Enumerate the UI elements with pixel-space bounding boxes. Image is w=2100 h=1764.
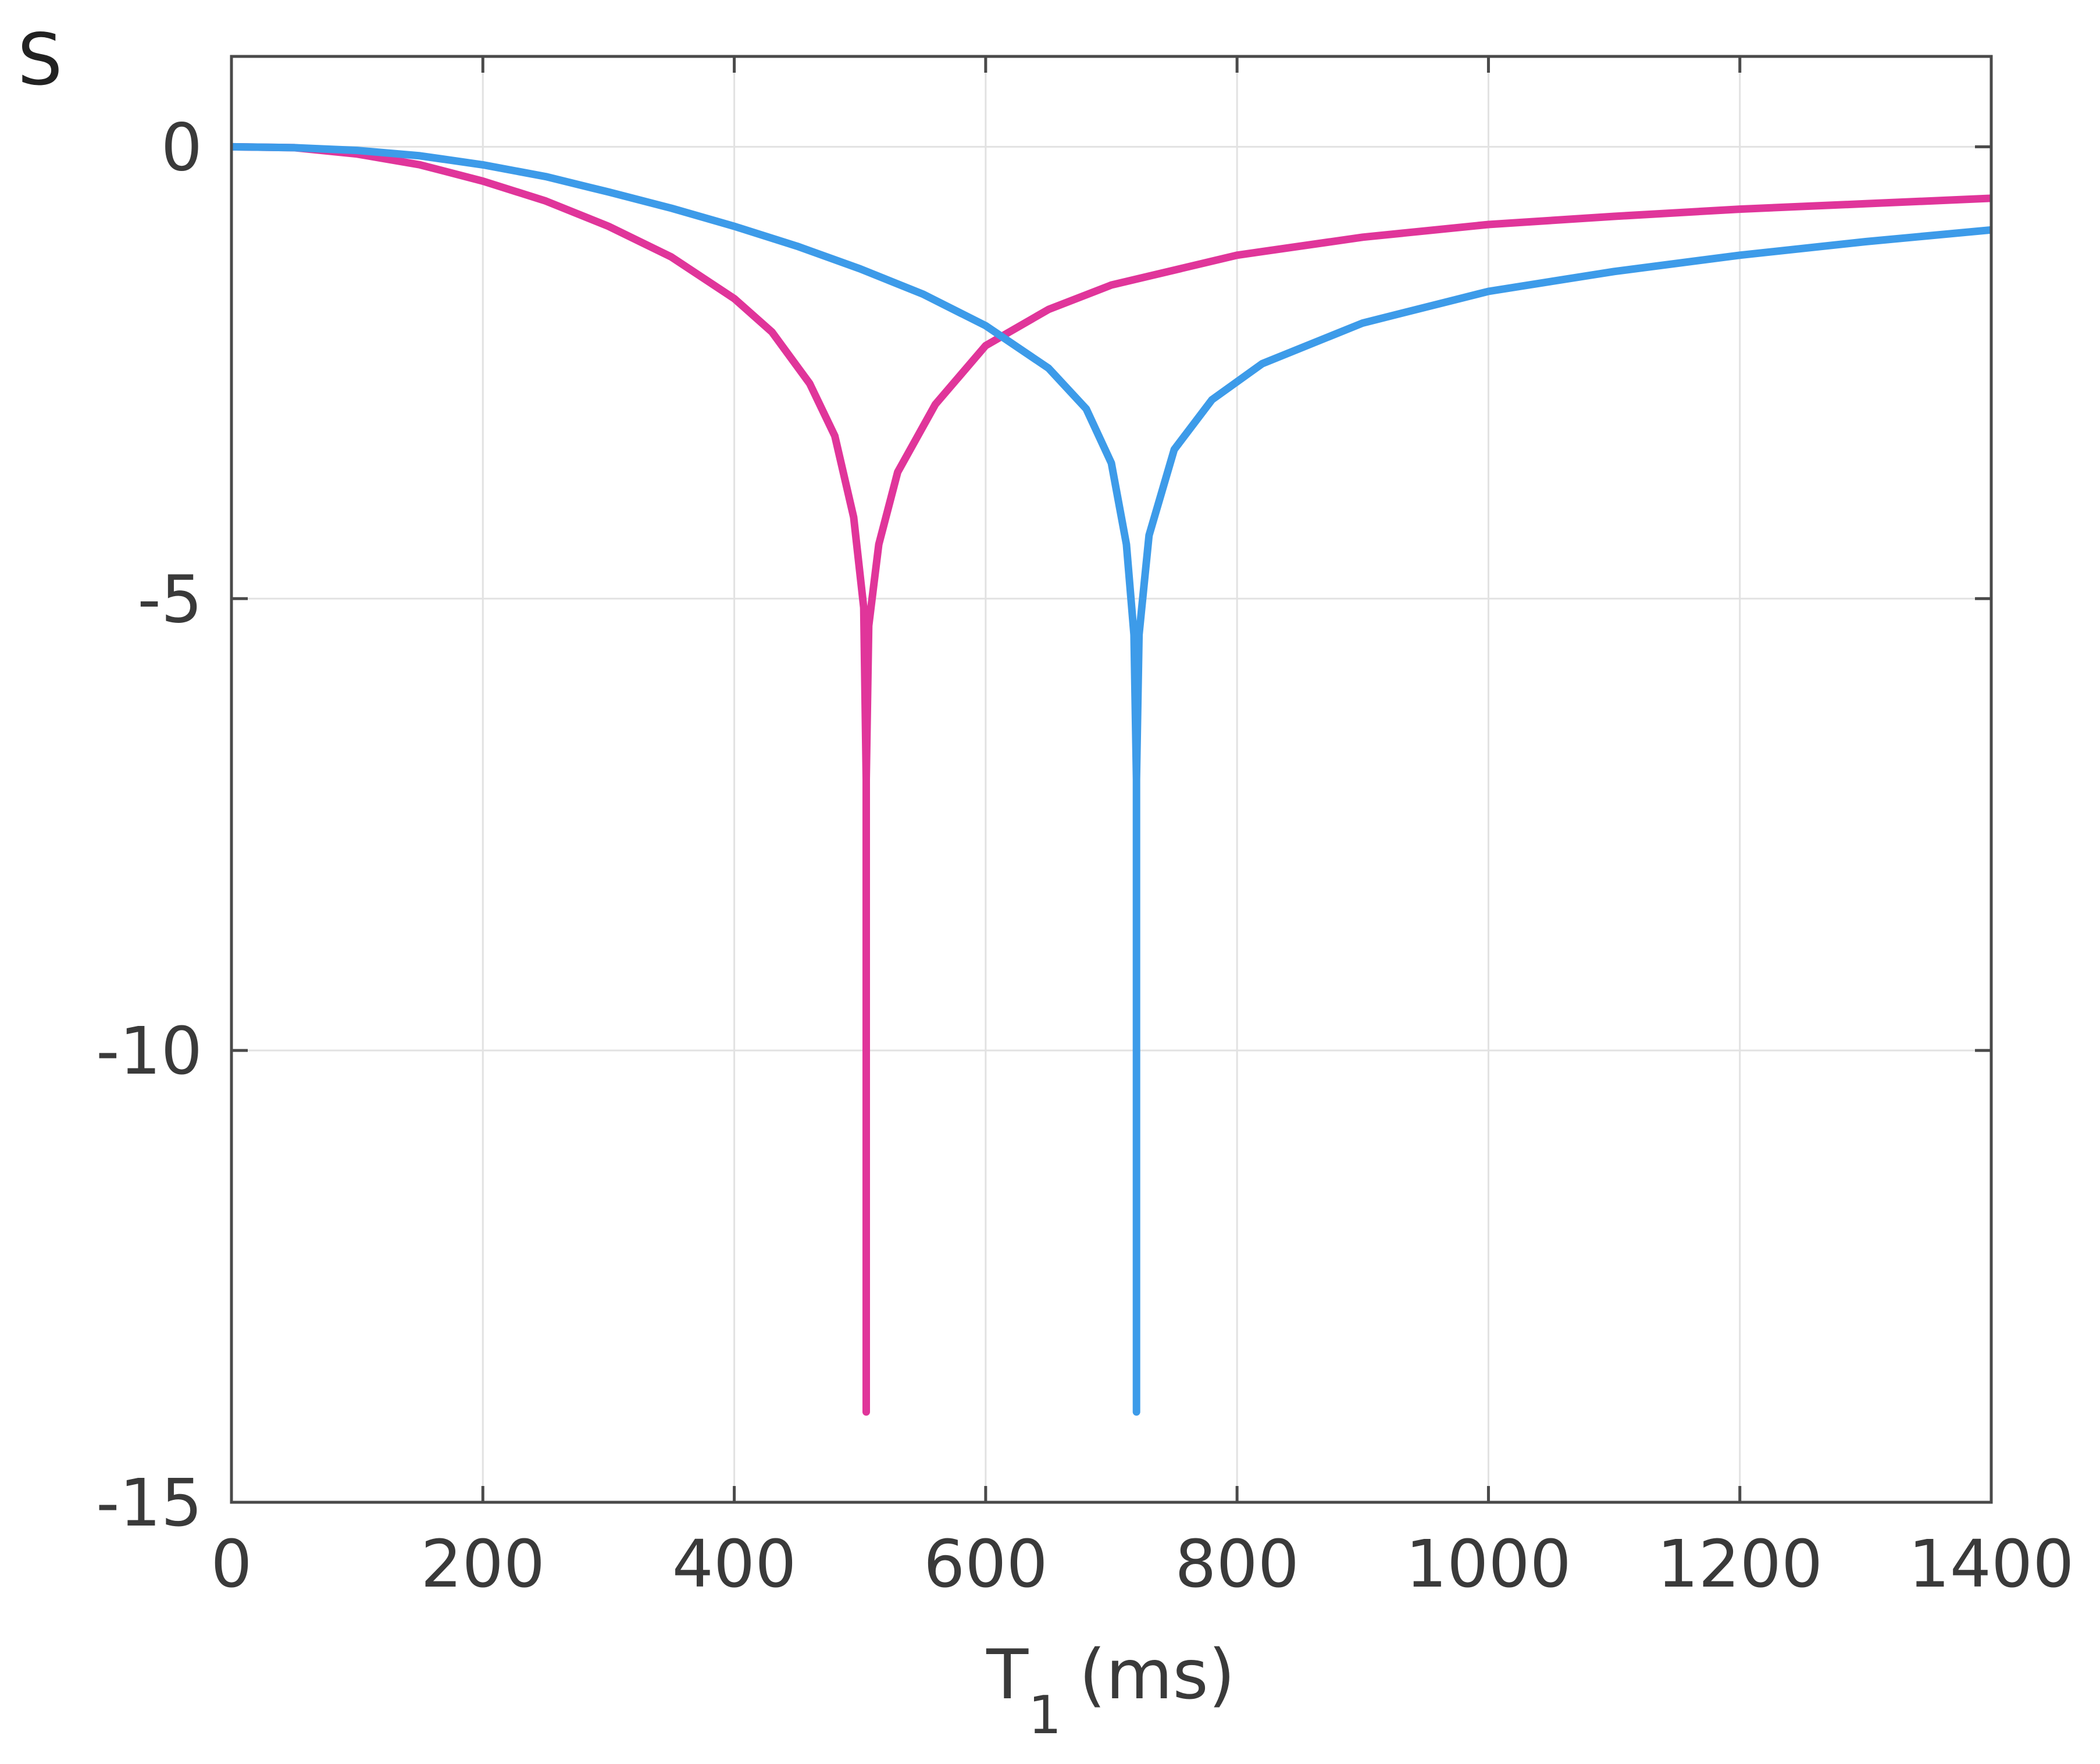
series-line-1 <box>231 142 1992 1416</box>
y-tick-label: -10 <box>96 1014 202 1089</box>
series-group <box>231 142 1992 1416</box>
x-tick-label: 1200 <box>1657 1527 1823 1602</box>
x-tick-label: 400 <box>672 1527 797 1602</box>
axis-ticks <box>230 56 1993 1504</box>
y-tick-label: -15 <box>96 1466 202 1541</box>
x-tick-label: 1400 <box>1908 1527 2074 1602</box>
x-tick-label: 0 <box>211 1527 252 1602</box>
x-axis-label: T1 (ms) <box>986 1634 1235 1746</box>
x-axis-label-unit: (ms) <box>1079 1634 1235 1715</box>
y-tick-label: -5 <box>137 562 202 637</box>
x-tick-label: 800 <box>1175 1527 1299 1602</box>
y-tick-labels: 0 -5 -10 -15 <box>96 110 202 1541</box>
panel-label: S <box>17 19 62 101</box>
grid <box>230 56 1992 1503</box>
x-tick-label: 200 <box>420 1527 545 1602</box>
x-axis-label-main: T <box>986 1634 1029 1715</box>
x-tick-labels: 0 200 400 600 800 1000 1200 1400 <box>211 1527 2074 1602</box>
series-line-2 <box>231 142 1992 1416</box>
x-tick-label: 600 <box>924 1527 1048 1602</box>
x-tick-label: 1000 <box>1406 1527 1571 1602</box>
x-axis-label-subscript: 1 <box>1028 1685 1061 1746</box>
y-tick-label: 0 <box>161 110 202 186</box>
plot-frame <box>230 55 1993 1504</box>
